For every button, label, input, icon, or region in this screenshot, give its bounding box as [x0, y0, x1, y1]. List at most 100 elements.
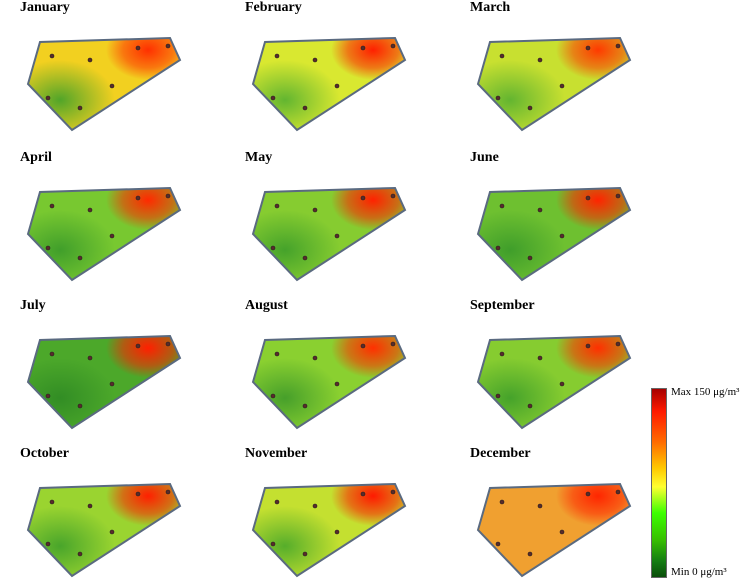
monitoring-site-marker [537, 57, 543, 63]
monitoring-site-marker [135, 45, 141, 51]
month-title: May [245, 150, 273, 165]
monitoring-site-marker [45, 393, 51, 399]
monitoring-site-marker [334, 381, 340, 387]
monitoring-site-marker [312, 503, 318, 509]
hotspot-zone [556, 188, 630, 230]
monitoring-site-marker [334, 83, 340, 89]
monitoring-site-marker [302, 255, 308, 261]
monitoring-site-marker [165, 193, 171, 199]
study-area-outline [26, 36, 182, 132]
study-area-outline [476, 482, 632, 578]
monitoring-site-marker [77, 403, 83, 409]
monitoring-site-marker [302, 551, 308, 557]
study-area-outline [26, 334, 182, 430]
month-title: March [470, 0, 511, 15]
monitoring-site-marker [334, 233, 340, 239]
month-panel-april: April [20, 150, 250, 292]
monitoring-site-marker [499, 53, 505, 59]
month-panel-december: December [470, 446, 700, 588]
monitoring-site-marker [274, 203, 280, 209]
month-panel-august: August [245, 298, 475, 440]
monitoring-site-marker [135, 491, 141, 497]
month-title: June [470, 150, 499, 165]
month-title: July [20, 298, 46, 313]
hotspot-zone [331, 188, 405, 230]
month-title: January [20, 0, 70, 15]
month-panel-october: October [20, 446, 250, 588]
legend-min-label: Min 0 μg/m³ [671, 566, 727, 578]
concentration-map [251, 186, 407, 282]
monitoring-site-marker [499, 203, 505, 209]
monitoring-site-marker [77, 105, 83, 111]
concentration-map [476, 334, 632, 430]
month-title: April [20, 150, 52, 165]
monitoring-site-marker [585, 491, 591, 497]
monitoring-site-marker [87, 57, 93, 63]
monitoring-site-marker [45, 541, 51, 547]
month-title: February [245, 0, 302, 15]
monitoring-site-marker [495, 245, 501, 251]
monitoring-site-marker [360, 195, 366, 201]
month-panel-november: November [245, 446, 475, 588]
monitoring-site-marker [135, 343, 141, 349]
monitoring-site-marker [559, 529, 565, 535]
monitoring-site-marker [334, 529, 340, 535]
monitoring-site-marker [312, 207, 318, 213]
monitoring-site-marker [537, 355, 543, 361]
monitoring-site-marker [559, 381, 565, 387]
monitoring-site-marker [527, 255, 533, 261]
month-title: November [245, 446, 308, 461]
monitoring-site-marker [360, 343, 366, 349]
monitoring-site-marker [109, 233, 115, 239]
study-area-outline [251, 186, 407, 282]
concentration-map [26, 334, 182, 430]
monitoring-site-marker [49, 53, 55, 59]
monitoring-site-marker [390, 193, 396, 199]
hotspot-zone [106, 336, 180, 378]
monitoring-site-marker [360, 491, 366, 497]
monitoring-site-marker [165, 43, 171, 49]
monitoring-site-marker [87, 503, 93, 509]
monitoring-site-marker [559, 83, 565, 89]
monitoring-site-marker [537, 207, 543, 213]
monitoring-site-marker [109, 529, 115, 535]
monitoring-site-marker [274, 351, 280, 357]
monitoring-site-marker [559, 233, 565, 239]
hotspot-zone [556, 336, 630, 378]
hotspot-zone [556, 484, 630, 526]
monitoring-site-marker [45, 95, 51, 101]
hotspot-zone [106, 484, 180, 526]
month-panel-june: June [470, 150, 700, 292]
monitoring-site-marker [527, 403, 533, 409]
monitoring-site-marker [390, 43, 396, 49]
month-title: October [20, 446, 69, 461]
monitoring-site-marker [77, 255, 83, 261]
concentration-map [476, 482, 632, 578]
hotspot-zone [331, 336, 405, 378]
monitoring-site-marker [312, 57, 318, 63]
hotspot-zone [556, 38, 630, 80]
monitoring-site-marker [45, 245, 51, 251]
monitoring-site-marker [499, 351, 505, 357]
monitoring-site-marker [390, 489, 396, 495]
monitoring-site-marker [49, 351, 55, 357]
study-area-outline [26, 186, 182, 282]
hotspot-zone [331, 38, 405, 80]
study-area-outline [476, 186, 632, 282]
month-panel-september: September [470, 298, 700, 440]
concentration-map [251, 36, 407, 132]
month-title: September [470, 298, 535, 313]
monitoring-site-marker [302, 403, 308, 409]
hotspot-zone [106, 38, 180, 80]
month-panel-february: February [245, 0, 475, 142]
concentration-map [251, 482, 407, 578]
legend-max-label: Max 150 μg/m³ [671, 386, 740, 398]
concentration-map [26, 36, 182, 132]
monitoring-site-marker [615, 43, 621, 49]
monitoring-site-marker [270, 541, 276, 547]
monitoring-site-marker [77, 551, 83, 557]
monitoring-site-marker [495, 393, 501, 399]
monitoring-site-marker [312, 355, 318, 361]
concentration-map [26, 186, 182, 282]
monitoring-site-marker [109, 83, 115, 89]
